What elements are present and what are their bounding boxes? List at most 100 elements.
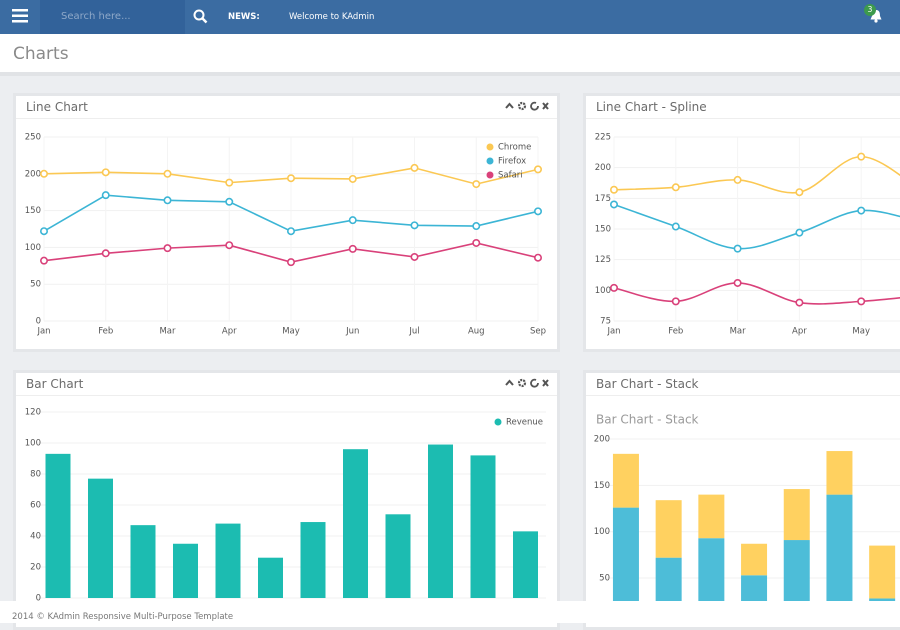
- bar: [46, 454, 71, 598]
- data-point: [858, 298, 864, 304]
- y-tick-label: 200: [595, 163, 611, 173]
- y-tick-label: 50: [599, 574, 610, 584]
- x-tick-label: Apr: [792, 327, 807, 337]
- data-point: [858, 207, 864, 213]
- bar: [343, 449, 368, 598]
- data-point: [473, 223, 479, 229]
- y-tick-label: 175: [595, 194, 611, 204]
- data-point: [164, 171, 170, 177]
- data-point: [611, 285, 617, 291]
- data-point: [673, 184, 679, 190]
- data-point: [164, 245, 170, 251]
- y-tick-label: 0: [36, 317, 41, 327]
- data-point: [103, 192, 109, 198]
- legend-label: Firefox: [498, 157, 526, 167]
- series-line: [614, 157, 900, 193]
- x-tick-label: Mar: [730, 327, 747, 337]
- y-tick-label: 200: [25, 169, 41, 179]
- y-tick-label: 250: [25, 133, 41, 143]
- data-point: [411, 254, 417, 260]
- y-tick-label: 40: [30, 532, 41, 542]
- bar: [88, 479, 113, 598]
- data-point: [350, 246, 356, 252]
- data-point: [226, 179, 232, 185]
- y-tick-label: 225: [595, 133, 611, 143]
- data-point: [611, 187, 617, 193]
- data-point: [535, 255, 541, 261]
- legend-marker: [495, 419, 502, 426]
- data-point: [734, 177, 740, 183]
- bar: [216, 524, 241, 598]
- bar: [258, 558, 283, 598]
- legend-marker: [487, 172, 494, 179]
- data-point: [858, 153, 864, 159]
- data-point: [288, 259, 294, 265]
- bar-segment: [741, 544, 767, 576]
- data-point: [535, 208, 541, 214]
- bar-segment: [698, 495, 724, 539]
- x-tick-label: May: [852, 327, 870, 337]
- y-tick-label: 150: [25, 206, 41, 216]
- data-point: [473, 240, 479, 246]
- bar: [301, 522, 326, 598]
- data-point: [103, 250, 109, 256]
- y-tick-label: 60: [30, 501, 41, 511]
- series-line: [614, 283, 900, 304]
- legend-label: Revenue: [506, 418, 543, 428]
- data-point: [226, 199, 232, 205]
- data-point: [796, 189, 802, 195]
- legend-label: Safari: [498, 171, 523, 181]
- y-tick-label: 125: [595, 255, 611, 265]
- data-point: [734, 245, 740, 251]
- series-line: [614, 204, 900, 248]
- chart-title: Bar Chart - Stack: [596, 413, 699, 427]
- y-tick-label: 120: [25, 408, 41, 418]
- data-point: [41, 228, 47, 234]
- bar: [471, 455, 496, 598]
- y-tick-label: 100: [25, 439, 41, 449]
- legend-marker: [487, 158, 494, 165]
- y-tick-label: 100: [595, 286, 611, 296]
- bar-segment: [826, 451, 852, 495]
- x-tick-label: Feb: [668, 327, 683, 337]
- data-point: [535, 166, 541, 172]
- data-point: [734, 280, 740, 286]
- bar-segment: [784, 489, 810, 540]
- y-tick-label: 75: [600, 317, 611, 327]
- y-tick-label: 100: [25, 243, 41, 253]
- footer-text: 2014 © KAdmin Responsive Multi-Purpose T…: [12, 612, 233, 622]
- y-tick-label: 150: [594, 481, 610, 491]
- data-point: [796, 229, 802, 235]
- bar-segment: [656, 500, 682, 557]
- bar: [428, 445, 453, 598]
- legend-label: Chrome: [498, 143, 531, 153]
- bar: [173, 544, 198, 598]
- x-tick-label: May: [282, 327, 300, 337]
- data-point: [41, 257, 47, 263]
- x-tick-label: Feb: [98, 327, 113, 337]
- bar: [386, 514, 411, 598]
- x-tick-label: Apr: [222, 327, 237, 337]
- bar: [131, 525, 156, 598]
- x-tick-label: Sep: [530, 327, 546, 337]
- x-tick-label: Mar: [159, 327, 176, 337]
- y-tick-label: 50: [30, 280, 41, 290]
- data-point: [411, 222, 417, 228]
- x-tick-label: Jun: [345, 327, 359, 337]
- data-point: [350, 217, 356, 223]
- data-point: [41, 171, 47, 177]
- legend-marker: [487, 144, 494, 151]
- bar-segment: [613, 454, 639, 508]
- data-point: [473, 181, 479, 187]
- x-tick-label: Aug: [468, 327, 485, 337]
- data-point: [673, 223, 679, 229]
- data-point: [350, 176, 356, 182]
- y-tick-label: 150: [595, 225, 611, 235]
- data-point: [288, 175, 294, 181]
- data-point: [103, 169, 109, 175]
- bar-segment: [869, 546, 895, 599]
- data-point: [411, 165, 417, 171]
- y-tick-label: 20: [30, 563, 41, 573]
